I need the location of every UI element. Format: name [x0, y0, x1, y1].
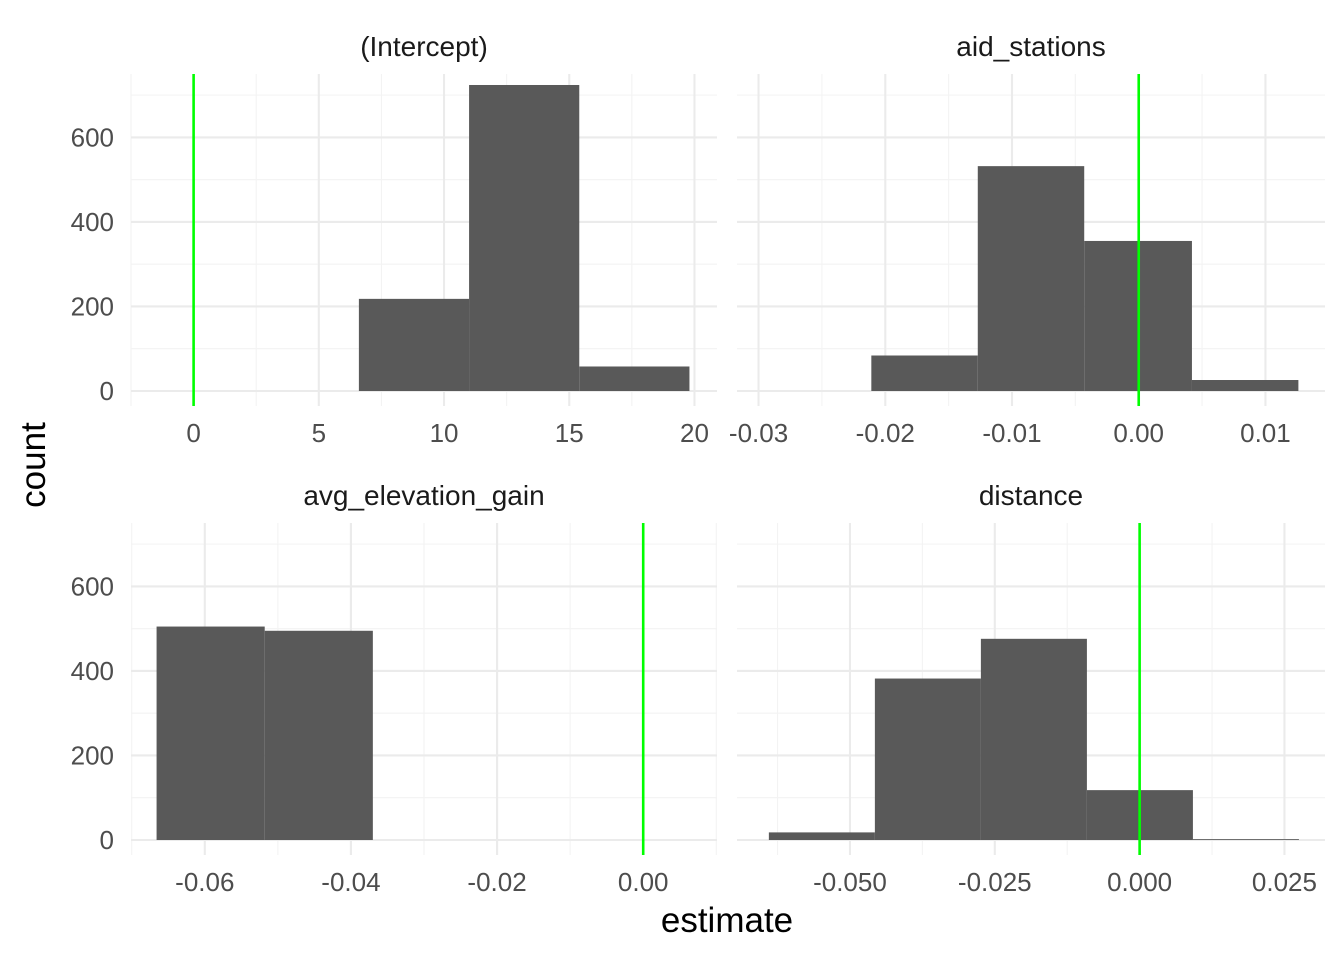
y-tick-label: 400: [71, 656, 114, 686]
histogram-bar: [469, 84, 580, 392]
x-tick-label: 0.025: [1252, 867, 1317, 897]
panel-title: (Intercept): [360, 31, 488, 62]
x-axis-title: estimate: [661, 901, 793, 940]
histogram-bar: [358, 298, 470, 391]
x-tick-label: 15: [555, 418, 584, 448]
histogram-bar: [156, 626, 265, 840]
panel-title: distance: [979, 480, 1083, 511]
x-tick-label: -0.025: [958, 867, 1032, 897]
histogram-bar: [977, 166, 1085, 391]
y-tick-label: 200: [71, 740, 114, 770]
x-tick-label: 0.01: [1240, 418, 1291, 448]
y-axis-title: count: [14, 422, 53, 508]
histogram-bar: [874, 678, 981, 840]
histogram-bar: [1192, 839, 1299, 840]
x-tick-label: 20: [680, 418, 709, 448]
x-tick-label: -0.03: [729, 418, 788, 448]
x-tick-label: -0.02: [856, 418, 915, 448]
x-tick-label: 0.00: [618, 867, 669, 897]
panel-3: avg_elevation_gain -0.06 -0.04 -0.02 0.00 0 20…: [71, 480, 717, 897]
panel-title: avg_elevation_gain: [303, 480, 544, 511]
histogram-bar: [871, 355, 978, 391]
histogram-bar: [768, 832, 875, 840]
x-tick-label: -0.050: [813, 867, 887, 897]
x-tick-label: -0.02: [467, 867, 526, 897]
histogram-bar: [1191, 380, 1299, 391]
x-tick-label: 0: [186, 418, 200, 448]
y-tick-label: 200: [71, 291, 114, 321]
y-tick-label: 400: [71, 207, 114, 237]
y-tick-label: 0: [100, 376, 114, 406]
panel-2: aid_stations -0.03 -0.02 -0.01 0.00 0.01: [729, 31, 1325, 448]
x-tick-label: -0.06: [175, 867, 234, 897]
x-tick-label: 5: [312, 418, 326, 448]
x-tick-label: 0.000: [1107, 867, 1172, 897]
x-tick-label: -0.01: [982, 418, 1041, 448]
y-tick-label: 600: [71, 571, 114, 601]
x-tick-label: 10: [430, 418, 459, 448]
panel-4: distance -0.050 -0.025 0.000 0.025: [737, 480, 1325, 897]
x-tick-label: -0.04: [321, 867, 380, 897]
y-tick-label: 600: [71, 122, 114, 152]
histogram-bar: [579, 366, 690, 391]
histogram-bar: [264, 630, 373, 840]
x-tick-label: 0.00: [1113, 418, 1164, 448]
histogram-bar: [980, 638, 1087, 840]
y-tick-label: 0: [100, 825, 114, 855]
panel-title: aid_stations: [956, 31, 1105, 62]
panels-layer: (Intercept)0 5 10 15 200200400600aid_station…: [71, 31, 1325, 897]
